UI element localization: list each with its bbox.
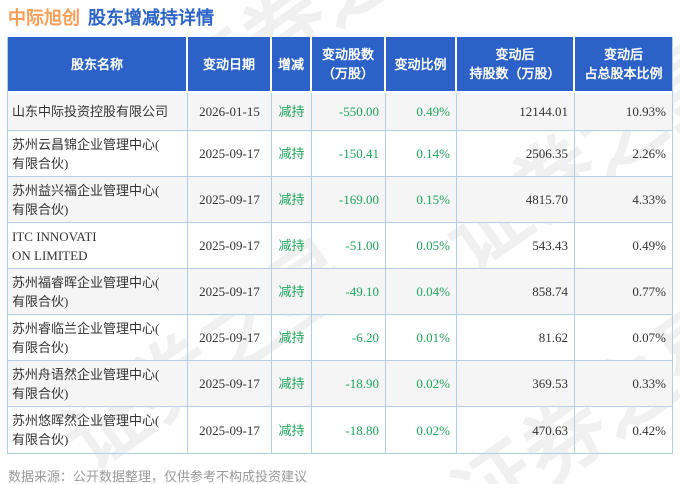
ratio-after: 2.26% (575, 131, 672, 177)
change-shares: -51.00 (312, 223, 386, 269)
change-shares: -169.00 (312, 177, 386, 223)
action-label: 减持 (272, 361, 312, 407)
change-ratio: 0.04% (386, 269, 457, 315)
change-shares: -550.00 (312, 93, 386, 131)
change-date: 2025-09-17 (188, 407, 272, 453)
shareholder-name: 山东中际投资控股有限公司 (8, 93, 188, 131)
ratio-after: 0.33% (575, 361, 672, 407)
change-ratio: 0.05% (386, 223, 457, 269)
data-source-note: 数据来源：公开数据整理，仅供参考不构成投资建议 (8, 469, 308, 484)
shareholder-name: 苏州益兴福企业管理中心( 有限合伙) (8, 177, 188, 223)
action-label: 减持 (272, 269, 312, 315)
change-date: 2025-09-17 (188, 131, 272, 177)
shareholder-name: ITC INNOVATI ON LIMITED (8, 223, 188, 269)
shares-after: 4815.70 (457, 177, 575, 223)
stock-name: 中际旭创 (8, 8, 80, 28)
shares-after: 369.53 (457, 361, 575, 407)
change-date: 2025-09-17 (188, 361, 272, 407)
change-ratio: 0.49% (386, 93, 457, 131)
action-label: 减持 (272, 407, 312, 453)
change-shares: -49.10 (312, 269, 386, 315)
change-shares: -18.80 (312, 407, 386, 453)
ratio-after: 0.42% (632, 422, 666, 438)
shares-after: 2506.35 (457, 131, 575, 177)
shareholder-name: 苏州悠晖然企业管理中心( 有限合伙) (8, 407, 188, 453)
page-title: 中际旭创 股东增减持详情 (0, 0, 680, 37)
header-shares-after: 变动后 持股数（万股） (457, 37, 575, 93)
shareholder-name: 苏州云昌锦企业管理中心( 有限合伙) (8, 131, 188, 177)
change-ratio: 0.01% (386, 315, 457, 361)
shares-after: 470.63 (457, 407, 575, 453)
shareholder-name: 苏州福睿晖企业管理中心( 有限合伙) (8, 269, 188, 315)
change-date: 2026-01-15 (188, 93, 272, 131)
ratio-after: 0.77% (575, 269, 672, 315)
table-header-row: 股东名称 变动日期 增减 变动股数 （万股） 变动比例 变动后 持股数（万股） 变动… (8, 37, 672, 93)
header-ratio-after: 变动后 占总股本比例 (575, 37, 672, 93)
ratio-after: 4.33% (575, 177, 672, 223)
shareholder-name: 苏州舟语然企业管理中心( 有限合伙) (8, 361, 188, 407)
header-shareholder-name: 股东名称 (8, 37, 188, 93)
change-ratio: 0.02% (386, 407, 457, 453)
shares-after: 858.74 (457, 269, 575, 315)
change-date: 2025-09-17 (188, 269, 272, 315)
table-row: 苏州福睿晖企业管理中心( 有限合伙) 2025-09-17 减持 -49.10 … (8, 269, 672, 315)
header-action: 增减 (272, 37, 312, 93)
table-row: 山东中际投资控股有限公司 2026-01-15 减持 -550.00 0.49%… (8, 93, 672, 131)
change-shares: -6.20 (312, 315, 386, 361)
action-label: 减持 (272, 177, 312, 223)
table-row: 苏州云昌锦企业管理中心( 有限合伙) 2025-09-17 减持 -150.41… (8, 131, 672, 177)
header-change-date: 变动日期 (188, 37, 272, 93)
action-label: 减持 (272, 131, 312, 177)
shareholder-table: 股东名称 变动日期 增减 变动股数 （万股） 变动比例 变动后 持股数（万股） 变动… (7, 37, 673, 454)
table-row: 苏州舟语然企业管理中心( 有限合伙) 2025-09-17 减持 -18.90 … (8, 361, 672, 407)
ratio-after: 10.93% (575, 93, 672, 131)
change-date: 2025-09-17 (188, 177, 272, 223)
action-label: 减持 (272, 315, 312, 361)
change-ratio: 0.02% (386, 361, 457, 407)
ratio-after: 0.49% (575, 223, 672, 269)
change-date: 2025-09-17 (188, 223, 272, 269)
change-date: 2025-09-17 (188, 315, 272, 361)
shares-after: 81.62 (457, 315, 575, 361)
table-row: 苏州悠晖然企业管理中心( 有限合伙) 2025-09-17 减持 -18.80 … (8, 407, 672, 453)
shares-after: 12144.01 (457, 93, 575, 131)
change-shares: -150.41 (312, 131, 386, 177)
table-row: 苏州益兴福企业管理中心( 有限合伙) 2025-09-17 减持 -169.00… (8, 177, 672, 223)
change-ratio: 0.14% (386, 131, 457, 177)
header-change-ratio: 变动比例 (386, 37, 457, 93)
shareholder-name: 苏州睿临兰企业管理中心( 有限合伙) (8, 315, 188, 361)
action-label: 减持 (272, 93, 312, 131)
table-row: ITC INNOVATI ON LIMITED 2025-09-17 减持 -5… (8, 223, 672, 269)
ratio-after: 0.07% (575, 315, 672, 361)
shares-after: 543.43 (457, 223, 575, 269)
action-label: 减持 (272, 223, 312, 269)
change-ratio: 0.15% (386, 177, 457, 223)
change-shares: -18.90 (312, 361, 386, 407)
header-change-shares: 变动股数 （万股） (312, 37, 386, 93)
page-title-text: 股东增减持详情 (88, 8, 214, 28)
table-row: 苏州睿临兰企业管理中心( 有限合伙) 2025-09-17 减持 -6.20 0… (8, 315, 672, 361)
